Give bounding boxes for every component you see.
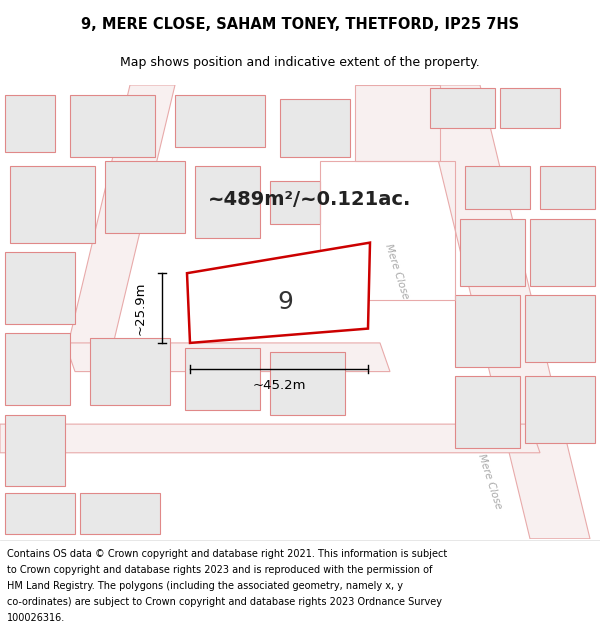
Polygon shape (280, 99, 350, 157)
Polygon shape (455, 376, 520, 448)
Polygon shape (530, 219, 595, 286)
Polygon shape (270, 352, 345, 414)
Text: 9: 9 (277, 290, 293, 314)
Polygon shape (5, 333, 70, 405)
Text: to Crown copyright and database rights 2023 and is reproduced with the permissio: to Crown copyright and database rights 2… (7, 565, 433, 575)
Text: 9, MERE CLOSE, SAHAM TONEY, THETFORD, IP25 7HS: 9, MERE CLOSE, SAHAM TONEY, THETFORD, IP… (81, 17, 519, 32)
Text: ~489m²/~0.121ac.: ~489m²/~0.121ac. (208, 190, 412, 209)
Polygon shape (465, 166, 530, 209)
Text: HM Land Registry. The polygons (including the associated geometry, namely x, y: HM Land Registry. The polygons (includin… (7, 581, 403, 591)
Polygon shape (187, 242, 370, 343)
Text: ~45.2m: ~45.2m (252, 379, 306, 392)
Text: Mere Close: Mere Close (383, 242, 410, 300)
Polygon shape (195, 166, 260, 238)
Polygon shape (365, 85, 445, 161)
Polygon shape (460, 219, 525, 286)
Polygon shape (5, 94, 55, 152)
Polygon shape (430, 88, 495, 128)
Polygon shape (70, 94, 155, 157)
Polygon shape (455, 295, 520, 367)
Polygon shape (185, 348, 260, 410)
Polygon shape (175, 94, 265, 147)
Polygon shape (5, 414, 65, 486)
Polygon shape (0, 424, 540, 452)
Polygon shape (525, 376, 595, 443)
Text: Contains OS data © Crown copyright and database right 2021. This information is : Contains OS data © Crown copyright and d… (7, 549, 448, 559)
Polygon shape (500, 88, 560, 128)
Polygon shape (5, 252, 75, 324)
Polygon shape (90, 338, 170, 405)
Polygon shape (420, 85, 590, 539)
Text: Map shows position and indicative extent of the property.: Map shows position and indicative extent… (120, 56, 480, 69)
Polygon shape (540, 166, 595, 209)
Text: co-ordinates) are subject to Crown copyright and database rights 2023 Ordnance S: co-ordinates) are subject to Crown copyr… (7, 597, 442, 607)
Polygon shape (0, 85, 600, 161)
Polygon shape (80, 493, 160, 534)
Text: 100026316.: 100026316. (7, 613, 65, 623)
Text: Mere Close: Mere Close (476, 452, 503, 511)
Text: ~25.9m: ~25.9m (133, 281, 146, 335)
Polygon shape (10, 166, 95, 242)
Polygon shape (105, 161, 185, 233)
Polygon shape (355, 85, 440, 161)
Polygon shape (270, 181, 320, 224)
Polygon shape (5, 493, 75, 534)
Polygon shape (525, 295, 595, 362)
Polygon shape (65, 343, 390, 372)
Polygon shape (65, 85, 175, 357)
